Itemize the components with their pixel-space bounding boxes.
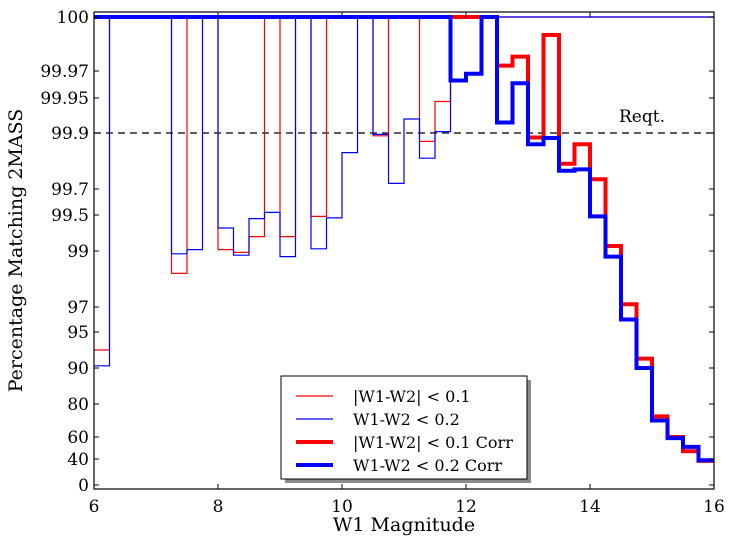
y-tick-label: 99.97 [40, 62, 89, 82]
x-tick-label: 8 [213, 497, 224, 517]
legend-label-3: |W1-W2| < 0.1 Corr [353, 433, 513, 452]
legend-box [280, 375, 528, 480]
x-axis-label: W1 Magnitude [333, 514, 475, 536]
y-tick-label: 99.5 [51, 206, 89, 226]
series-line-2 [94, 16, 714, 367]
legend-label-2: W1-W2 < 0.2 [353, 410, 460, 429]
y-axis-label: Percentage Matching 2MASS [5, 109, 27, 393]
y-tick-label: 99.9 [51, 124, 89, 144]
x-tick-label: 12 [455, 497, 477, 517]
y-tick-label: 40 [67, 450, 89, 470]
y-tick-label: 99 [67, 242, 89, 262]
legend-label-1: |W1-W2| < 0.1 [353, 387, 471, 406]
legend-label-4: W1-W2 < 0.2 Corr [353, 456, 502, 475]
y-tick-label: 97 [67, 298, 89, 318]
y-tick-label: 99.95 [40, 89, 89, 109]
x-tick-label: 6 [89, 497, 100, 517]
y-tick-label: 100 [57, 8, 89, 28]
x-tick-label: 16 [703, 497, 725, 517]
y-tick-label: 60 [67, 428, 89, 448]
legend: |W1-W2| < 0.1 W1-W2 < 0.2 |W1-W2| < 0.1 Co… [280, 375, 531, 483]
y-tick-label: 80 [67, 395, 89, 415]
x-tick-label: 10 [331, 497, 353, 517]
y-tick-label: 0 [78, 476, 89, 496]
reference-line-label: Reqt. [619, 107, 665, 127]
series-line-4 [94, 15, 714, 463]
y-tick-label: 95 [67, 323, 89, 343]
y-tick-label: 99.7 [51, 180, 89, 200]
x-tick-label: 14 [579, 497, 601, 517]
y-tick-label: 90 [67, 359, 89, 379]
